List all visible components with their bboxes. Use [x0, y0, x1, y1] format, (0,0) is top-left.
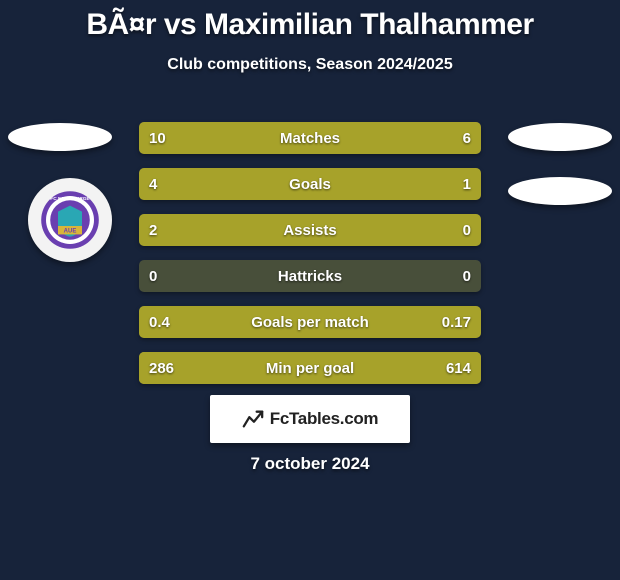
player-right-slot-2	[508, 177, 612, 205]
stat-value-right: 0	[463, 214, 471, 246]
stat-row: 286Min per goal614	[139, 352, 481, 384]
svg-text:AUE: AUE	[64, 229, 77, 235]
fctables-logo-icon	[242, 408, 264, 430]
stat-row: 2Assists0	[139, 214, 481, 246]
svg-text:FC ERZGEBIRGE: FC ERZGEBIRGE	[50, 196, 90, 202]
stat-label: Goals per match	[139, 306, 481, 338]
stat-value-right: 1	[463, 168, 471, 200]
stat-value-right: 614	[446, 352, 471, 384]
branding-text: FcTables.com	[270, 409, 379, 429]
date-label: 7 october 2024	[0, 454, 620, 474]
stat-label: Hattricks	[139, 260, 481, 292]
stat-row: 0.4Goals per match0.17	[139, 306, 481, 338]
stat-label: Assists	[139, 214, 481, 246]
stat-row: 0Hattricks0	[139, 260, 481, 292]
stat-label: Matches	[139, 122, 481, 154]
stat-label: Min per goal	[139, 352, 481, 384]
stat-value-right: 0.17	[442, 306, 471, 338]
stat-value-right: 6	[463, 122, 471, 154]
branding-badge: FcTables.com	[210, 395, 410, 443]
stat-row: 10Matches6	[139, 122, 481, 154]
player-left-slot	[8, 123, 112, 151]
player-right-slot	[508, 123, 612, 151]
page-title: BÃ¤r vs Maximilian Thalhammer	[0, 0, 620, 42]
subtitle: Club competitions, Season 2024/2025	[0, 56, 620, 74]
stat-value-right: 0	[463, 260, 471, 292]
stat-label: Goals	[139, 168, 481, 200]
stat-rows: 10Matches64Goals12Assists00Hattricks00.4…	[139, 122, 481, 384]
stat-row: 4Goals1	[139, 168, 481, 200]
club-badge-left: AUE FC ERZGEBIRGE	[28, 178, 112, 262]
club-crest-icon: AUE FC ERZGEBIRGE	[40, 190, 100, 250]
